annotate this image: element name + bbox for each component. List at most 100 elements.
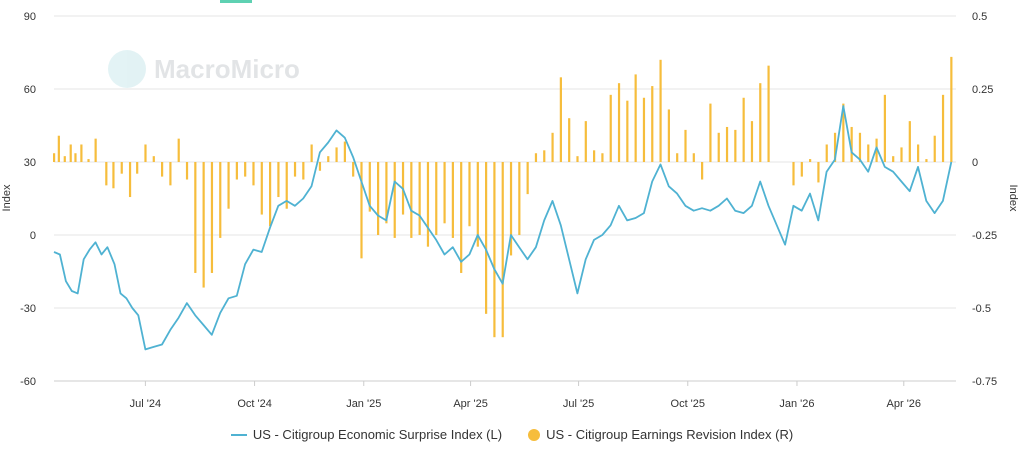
revision-bar bbox=[74, 153, 77, 162]
revision-bar bbox=[593, 150, 596, 162]
revision-bar bbox=[651, 86, 654, 162]
revision-bar bbox=[169, 162, 172, 186]
right-tick-label: -0.5 bbox=[972, 303, 991, 315]
revision-bar bbox=[302, 162, 305, 180]
revision-bar bbox=[825, 144, 828, 162]
revision-bar bbox=[219, 162, 222, 238]
revision-bar bbox=[112, 162, 115, 189]
watermark: MacroMicro bbox=[108, 50, 300, 88]
revision-bar bbox=[842, 103, 845, 162]
top-tab-indicator bbox=[220, 0, 252, 3]
right-tick-label: -0.75 bbox=[972, 376, 997, 388]
revision-bar bbox=[435, 162, 438, 235]
revision-bar bbox=[105, 162, 108, 186]
watermark-text: MacroMicro bbox=[154, 53, 300, 84]
revision-bar bbox=[518, 162, 521, 235]
revision-bar bbox=[584, 121, 587, 162]
left-tick-label: 60 bbox=[24, 84, 36, 96]
revision-bar bbox=[244, 162, 247, 177]
macromicro-logo-icon bbox=[108, 50, 146, 88]
left-tick-label: -30 bbox=[20, 303, 36, 315]
revision-bar bbox=[900, 147, 903, 162]
right-tick-label: 0.25 bbox=[972, 84, 993, 96]
revision-bar bbox=[800, 162, 803, 177]
revision-bar bbox=[576, 156, 579, 162]
revision-bar bbox=[393, 162, 396, 238]
revision-bar bbox=[917, 144, 920, 162]
revision-bar bbox=[468, 162, 471, 227]
revision-bar bbox=[676, 153, 679, 162]
surprise-index-line bbox=[53, 105, 953, 351]
revision-bar bbox=[559, 77, 562, 162]
revision-bar bbox=[709, 103, 712, 162]
legend-item-revision[interactable]: US - Citigroup Earnings Revision Index (… bbox=[528, 427, 793, 442]
revision-bar bbox=[418, 162, 421, 235]
revision-bar bbox=[534, 153, 538, 162]
x-tick-label: Apr '26 bbox=[887, 398, 922, 410]
revision-bar bbox=[867, 144, 870, 162]
revision-bar bbox=[933, 135, 936, 162]
revision-bar bbox=[69, 144, 72, 162]
revision-bar bbox=[368, 162, 371, 212]
revision-bar bbox=[161, 162, 164, 177]
left-tick-label: 30 bbox=[24, 157, 36, 169]
revision-bar bbox=[809, 159, 812, 162]
right-tick-label: 0.5 bbox=[972, 11, 987, 23]
revision-bar bbox=[875, 138, 878, 162]
revision-bar bbox=[335, 147, 338, 162]
revision-bar bbox=[385, 162, 388, 224]
chart: 90 60 30 0 -30 -60 0.5 0.25 0 -0.25 -0.5 -0.75 Jul… bbox=[1, 11, 1019, 410]
revision-bar bbox=[410, 162, 413, 238]
revision-bar bbox=[850, 126, 853, 162]
x-tick-label: Jan '25 bbox=[346, 398, 381, 410]
revision-bar bbox=[950, 56, 953, 162]
revision-bar bbox=[626, 100, 629, 162]
legend-item-surprise[interactable]: US - Citigroup Economic Surprise Index (… bbox=[230, 427, 502, 442]
revision-bar bbox=[352, 162, 355, 177]
revision-bar bbox=[642, 97, 646, 162]
revision-bar bbox=[817, 162, 820, 183]
revision-bar bbox=[426, 162, 430, 247]
revision-bar bbox=[750, 121, 754, 162]
x-tick-label: Apr '25 bbox=[453, 398, 488, 410]
x-tick-label: Jul '25 bbox=[563, 398, 594, 410]
left-axis-title: Index bbox=[1, 184, 13, 211]
x-axis-ticks: Jul '24 Oct '24 Jan '25 Apr '25 Jul '25 Oct '… bbox=[54, 380, 956, 410]
revision-bar bbox=[260, 162, 263, 215]
revision-bar bbox=[701, 162, 704, 180]
left-tick-label: -60 bbox=[20, 376, 36, 388]
legend-label-revision: US - Citigroup Earnings Revision Index (… bbox=[546, 427, 794, 442]
revision-bar bbox=[526, 162, 529, 195]
revision-bar bbox=[120, 162, 123, 174]
revision-bar bbox=[293, 162, 297, 177]
revision-bar bbox=[87, 159, 90, 162]
left-tick-label: 90 bbox=[24, 11, 36, 23]
revision-bar bbox=[908, 121, 911, 162]
revision-bar bbox=[460, 162, 463, 273]
grid bbox=[54, 15, 956, 382]
revision-bar bbox=[725, 126, 729, 162]
x-tick-label: Oct '24 bbox=[237, 398, 272, 410]
revision-bar bbox=[152, 156, 155, 162]
revision-bar bbox=[501, 162, 504, 338]
revision-bar bbox=[285, 162, 288, 209]
revision-bar bbox=[759, 83, 762, 162]
revision-bar bbox=[925, 159, 928, 162]
revision-bar bbox=[767, 65, 770, 162]
revision-bar bbox=[617, 83, 621, 162]
revision-bar bbox=[568, 118, 571, 162]
revision-bar bbox=[136, 162, 139, 174]
revision-bar bbox=[692, 153, 695, 162]
revision-bar bbox=[63, 156, 66, 162]
revision-bar bbox=[210, 162, 214, 273]
revision-bar bbox=[509, 162, 513, 256]
revision-bar bbox=[235, 162, 238, 180]
line-swatch-icon bbox=[230, 433, 247, 436]
left-axis-ticks: 90 60 30 0 -30 -60 bbox=[20, 11, 36, 388]
x-tick-label: Jul '24 bbox=[130, 398, 161, 410]
revision-bar bbox=[493, 162, 496, 338]
revision-bar bbox=[543, 150, 546, 162]
revision-bar bbox=[833, 132, 837, 162]
revision-bar bbox=[883, 94, 886, 162]
x-tick-label: Oct '25 bbox=[671, 398, 706, 410]
